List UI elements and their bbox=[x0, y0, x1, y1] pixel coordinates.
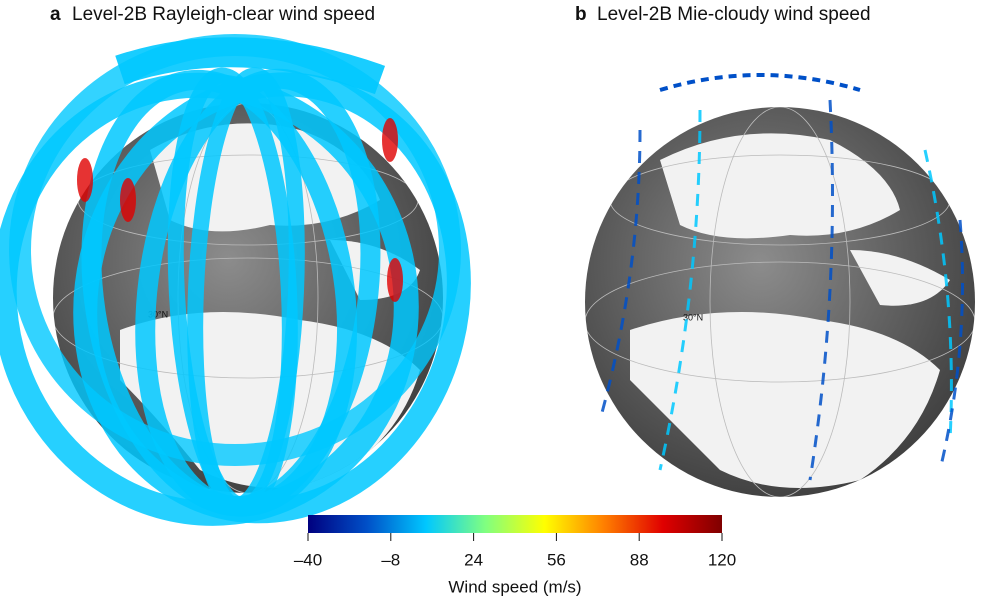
tick-label: –40 bbox=[294, 550, 322, 569]
track bbox=[938, 219, 964, 471]
tick-label: 88 bbox=[630, 550, 649, 569]
hotspot bbox=[382, 118, 398, 162]
tick-label: 56 bbox=[547, 550, 566, 569]
track bbox=[659, 73, 861, 92]
track bbox=[923, 149, 953, 441]
swaths bbox=[0, 34, 471, 526]
hotspot bbox=[120, 178, 136, 222]
globe: 30°N bbox=[585, 107, 975, 497]
panel-letter: a bbox=[50, 4, 61, 25]
panel-title: Level-2B Rayleigh-clear wind speed bbox=[72, 4, 375, 25]
panel-title: Level-2B Mie-cloudy wind speed bbox=[597, 4, 871, 25]
tick-label: –8 bbox=[381, 550, 400, 569]
track bbox=[658, 109, 702, 471]
hotspot bbox=[77, 158, 93, 202]
colorbar bbox=[308, 515, 722, 533]
grid-label: 30°N bbox=[148, 309, 168, 319]
track bbox=[808, 99, 834, 481]
swath bbox=[73, 72, 471, 524]
grid-label: 30°N bbox=[683, 312, 703, 322]
tick-label: 24 bbox=[464, 550, 483, 569]
track bbox=[598, 129, 642, 421]
tick-label: 120 bbox=[708, 550, 736, 569]
colorbar-label: Wind speed (m/s) bbox=[448, 577, 581, 596]
swath bbox=[115, 37, 386, 95]
swaths bbox=[598, 73, 964, 481]
panel-letter: b bbox=[575, 4, 587, 25]
hotspot bbox=[387, 258, 403, 302]
